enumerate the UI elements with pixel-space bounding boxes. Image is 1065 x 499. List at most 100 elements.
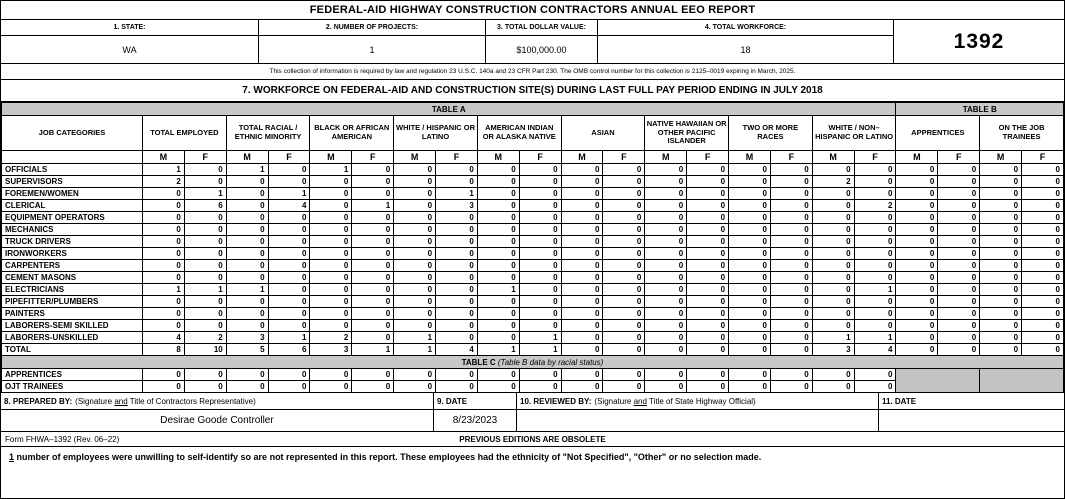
count-cell[interactable]: 0 [476,223,520,236]
count-cell[interactable]: 0 [895,343,939,356]
count-cell[interactable]: 0 [560,380,604,393]
count-cell[interactable]: 0 [225,368,269,381]
count-cell[interactable]: 0 [518,223,562,236]
count-cell[interactable]: 0 [393,223,437,236]
count-cell[interactable]: 0 [225,307,269,320]
count-cell[interactable]: 0 [895,307,939,320]
count-cell[interactable]: 0 [309,211,353,224]
count-cell[interactable]: 0 [811,163,855,176]
count-cell[interactable]: 0 [142,247,185,260]
count-cell[interactable]: 0 [937,283,981,296]
count-cell[interactable]: 0 [686,343,730,356]
count-cell[interactable]: 0 [1021,211,1064,224]
count-cell[interactable]: 0 [435,235,478,248]
count-cell[interactable]: 0 [979,331,1023,344]
count-cell[interactable]: 0 [895,211,939,224]
count-cell[interactable]: 0 [560,199,604,212]
count-cell[interactable]: 0 [351,187,395,200]
count-cell[interactable]: 0 [183,295,227,308]
count-cell[interactable]: 1 [853,283,897,296]
count-cell[interactable]: 0 [979,259,1023,272]
count-cell[interactable]: 0 [937,187,981,200]
count-cell[interactable]: 0 [895,247,939,260]
count-cell[interactable]: 0 [602,211,646,224]
count-cell[interactable]: 1 [142,283,185,296]
count-cell[interactable]: 8 [142,343,185,356]
count-cell[interactable]: 2 [142,175,185,188]
count-cell[interactable]: 0 [183,223,227,236]
dollar-value[interactable]: $100,000.00 [516,44,567,55]
count-cell[interactable]: 0 [602,223,646,236]
count-cell[interactable]: 0 [351,271,395,284]
count-cell[interactable]: 0 [435,247,478,260]
count-cell[interactable]: 0 [1021,295,1064,308]
count-cell[interactable]: 0 [225,175,269,188]
count-cell[interactable]: 0 [644,235,688,248]
count-cell[interactable]: 0 [895,163,939,176]
count-cell[interactable]: 0 [979,199,1023,212]
count-cell[interactable]: 0 [1021,163,1064,176]
count-cell[interactable]: 0 [393,199,437,212]
count-cell[interactable]: 0 [769,343,813,356]
count-cell[interactable]: 0 [979,319,1023,332]
count-cell[interactable]: 0 [142,380,185,393]
count-cell[interactable]: 0 [1021,319,1064,332]
count-cell[interactable]: 0 [351,295,395,308]
count-cell[interactable]: 0 [351,247,395,260]
count-cell[interactable]: 0 [560,187,604,200]
count-cell[interactable]: 0 [267,223,311,236]
count-cell[interactable]: 0 [686,259,730,272]
count-cell[interactable]: 0 [142,295,185,308]
count-cell[interactable]: 0 [979,283,1023,296]
reviewed-by-signature[interactable] [517,410,879,431]
count-cell[interactable]: 0 [309,175,353,188]
projects-value[interactable]: 1 [369,44,375,55]
count-cell[interactable]: 1 [225,163,269,176]
count-cell[interactable]: 0 [476,295,520,308]
count-cell[interactable]: 1 [142,163,185,176]
count-cell[interactable]: 1 [225,283,269,296]
count-cell[interactable]: 0 [769,247,813,260]
count-cell[interactable]: 0 [1021,283,1064,296]
count-cell[interactable]: 0 [1021,187,1064,200]
count-cell[interactable]: 0 [267,163,311,176]
count-cell[interactable]: 0 [435,223,478,236]
count-cell[interactable]: 0 [811,295,855,308]
count-cell[interactable]: 0 [267,380,311,393]
count-cell[interactable]: 0 [728,199,771,212]
count-cell[interactable]: 0 [560,307,604,320]
count-cell[interactable]: 0 [267,295,311,308]
count-cell[interactable]: 0 [435,368,478,381]
count-cell[interactable]: 0 [518,295,562,308]
count-cell[interactable]: 0 [644,343,688,356]
count-cell[interactable]: 0 [309,247,353,260]
count-cell[interactable]: 0 [602,331,646,344]
count-cell[interactable]: 3 [435,199,478,212]
count-cell[interactable]: 0 [518,368,562,381]
count-cell[interactable]: 0 [811,223,855,236]
count-cell[interactable]: 0 [602,307,646,320]
count-cell[interactable]: 0 [686,295,730,308]
count-cell[interactable]: 0 [183,235,227,248]
count-cell[interactable]: 0 [728,283,771,296]
count-cell[interactable]: 0 [853,380,897,393]
count-cell[interactable]: 0 [476,271,520,284]
count-cell[interactable]: 0 [937,175,981,188]
count-cell[interactable]: 0 [476,319,520,332]
count-cell[interactable]: 0 [728,380,771,393]
count-cell[interactable]: 0 [1021,247,1064,260]
count-cell[interactable]: 0 [853,223,897,236]
count-cell[interactable]: 1 [853,331,897,344]
count-cell[interactable]: 0 [476,331,520,344]
count-cell[interactable]: 0 [728,331,771,344]
count-cell[interactable]: 0 [183,319,227,332]
count-cell[interactable]: 0 [769,259,813,272]
count-cell[interactable]: 0 [476,380,520,393]
count-cell[interactable]: 4 [853,343,897,356]
count-cell[interactable]: 0 [1021,307,1064,320]
count-cell[interactable]: 0 [393,163,437,176]
count-cell[interactable]: 0 [309,223,353,236]
count-cell[interactable]: 0 [518,271,562,284]
count-cell[interactable]: 0 [979,295,1023,308]
count-cell[interactable]: 0 [644,295,688,308]
